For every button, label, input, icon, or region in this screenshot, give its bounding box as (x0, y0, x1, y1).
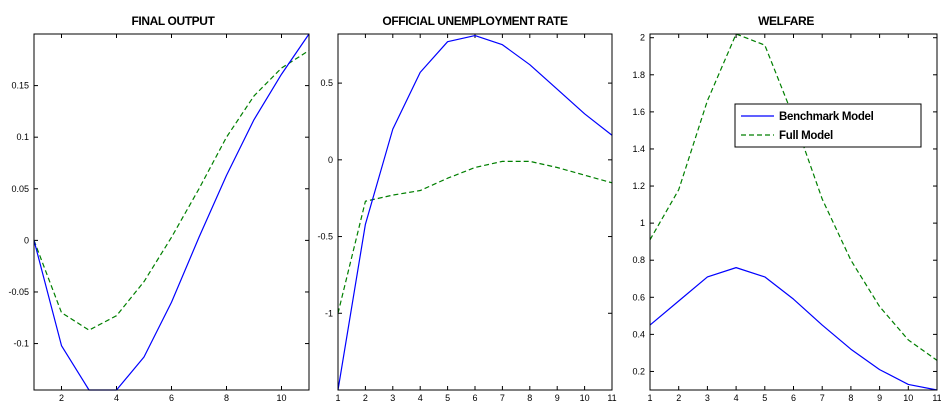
y-tick-label: -0.05 (8, 287, 29, 297)
y-tick-label: 1 (640, 218, 645, 228)
axes-box (337, 33, 613, 391)
x-tick-label: 4 (114, 393, 119, 403)
panel-marks: 2 4 6 8 10 -0.1 -0.05 0 0.05 0.1 0.15 (8, 33, 310, 403)
legend-label-full: Full Model (779, 130, 833, 142)
y-tick-label: -1 (325, 308, 333, 318)
x-tick-label: 9 (555, 393, 560, 403)
y-tick-label: 0.05 (11, 184, 29, 194)
y-tick-label: 0.4 (632, 329, 645, 339)
panel-marks: 1 2 3 4 5 6 7 8 9 10 11 -1 -0.5 0 0.5 (317, 34, 617, 403)
y-tick-label: 0.6 (632, 292, 645, 302)
y-tick-label: 2 (640, 33, 645, 43)
x-tick-label: 4 (418, 393, 423, 403)
x-tick-label: 6 (169, 393, 174, 403)
panel-title: FINAL OUTPUT (132, 14, 216, 28)
legend-box (734, 103, 922, 148)
axes-box (33, 33, 310, 391)
y-tick-label: 0 (328, 155, 333, 165)
x-tick-label: 8 (848, 393, 853, 403)
y-tick-label: 1.2 (632, 181, 645, 191)
x-tick-label: 6 (472, 393, 477, 403)
panel-official-unemployment-rate: OFFICIAL UNEMPLOYMENT RATE 1 2 3 4 5 6 7 8 9 10 11… (317, 14, 616, 403)
panel-marks: 1 2 3 4 5 6 7 8 9 10 11 0.2 0.4 0.6 0.8 1 1.2 1.4 1.6 1.8 2 (632, 33, 941, 403)
y-tick-label: 0.5 (320, 78, 333, 88)
panel-final-output: FINAL OUTPUT 2 4 6 8 10 -0.1 -0.05 0 0.05 0.1 0.15 (8, 14, 310, 403)
panel-welfare: WELFARE 1 2 3 4 5 6 7 8 9 10 11 0.2 0.4 0.6 0.8 1 1.2 1.4… (632, 14, 941, 403)
legend-label-benchmark: Benchmark Model (779, 111, 874, 123)
series-line-full-model (33, 50, 310, 331)
x-tick-label: 8 (224, 393, 229, 403)
x-tick-label: 8 (527, 393, 532, 403)
series-line-benchmark-model (337, 34, 613, 391)
y-tick-label: 0.2 (632, 366, 645, 376)
x-tick-label: 6 (791, 393, 796, 403)
series-line-benchmark-model (649, 267, 938, 391)
x-tick-label: 10 (903, 393, 913, 403)
x-tick-label: 7 (500, 393, 505, 403)
x-tick-label: 9 (877, 393, 882, 403)
x-tick-label: 3 (390, 393, 395, 403)
y-tick-label: 1.4 (632, 144, 645, 154)
x-tick-label: 10 (276, 393, 286, 403)
y-tick-label: 1.8 (632, 70, 645, 80)
x-tick-label: 7 (820, 393, 825, 403)
y-tick-label: -0.1 (13, 339, 29, 349)
x-tick-label: 2 (59, 393, 64, 403)
series-line-full-model (649, 33, 938, 361)
y-tick-label: -0.5 (317, 232, 333, 242)
x-tick-label: 4 (734, 393, 739, 403)
series-line-benchmark-model (33, 33, 310, 391)
axes-box (649, 33, 938, 391)
x-tick-label: 5 (445, 393, 450, 403)
panel-title: WELFARE (758, 14, 814, 28)
x-tick-label: 11 (932, 393, 941, 403)
y-tick-label: 0.1 (16, 132, 29, 142)
y-tick-label: 1.6 (632, 107, 645, 117)
legend: Benchmark Model Full Model (734, 103, 922, 148)
panel-title: OFFICIAL UNEMPLOYMENT RATE (382, 14, 568, 28)
x-tick-label: 5 (762, 393, 767, 403)
y-tick-label: 0.15 (11, 81, 29, 91)
x-tick-label: 3 (705, 393, 710, 403)
y-tick-label: 0.8 (632, 255, 645, 265)
y-tick-label: 0 (24, 235, 29, 245)
x-tick-label: 2 (676, 393, 681, 403)
x-tick-label: 11 (607, 393, 616, 403)
x-tick-label: 1 (335, 393, 340, 403)
series-line-full-model (337, 160, 613, 314)
x-tick-label: 1 (647, 393, 652, 403)
x-tick-label: 2 (363, 393, 368, 403)
x-tick-label: 10 (580, 393, 590, 403)
